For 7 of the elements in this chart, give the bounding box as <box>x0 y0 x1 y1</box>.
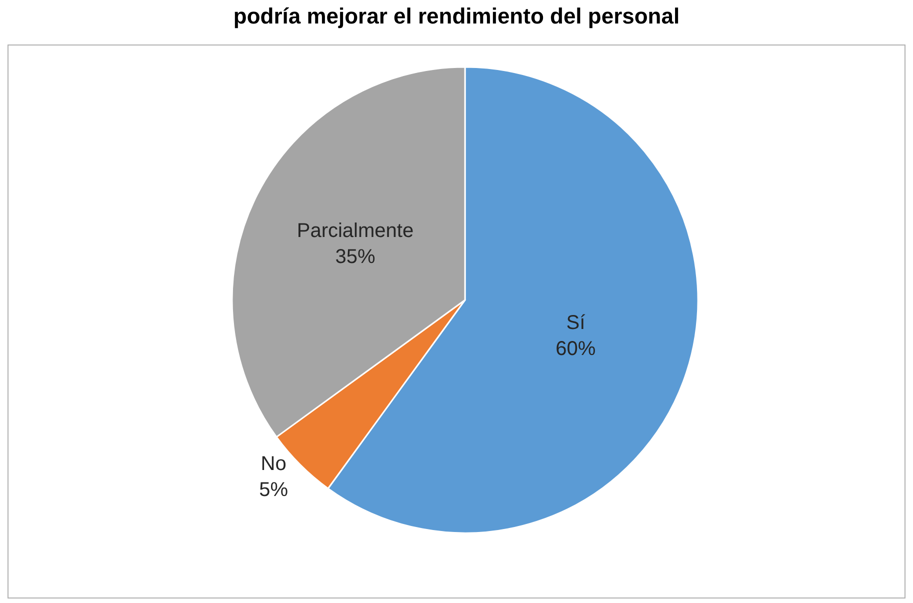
data-label: 60% <box>556 338 596 360</box>
data-label: 5% <box>259 478 288 501</box>
slice-label: Parcialmente <box>296 220 414 242</box>
slice-label: No <box>260 452 286 475</box>
slice-label: Sí <box>566 312 586 334</box>
data-label: 35% <box>335 246 376 268</box>
chart-title: podría mejorar el rendimiento del personal <box>233 3 680 28</box>
